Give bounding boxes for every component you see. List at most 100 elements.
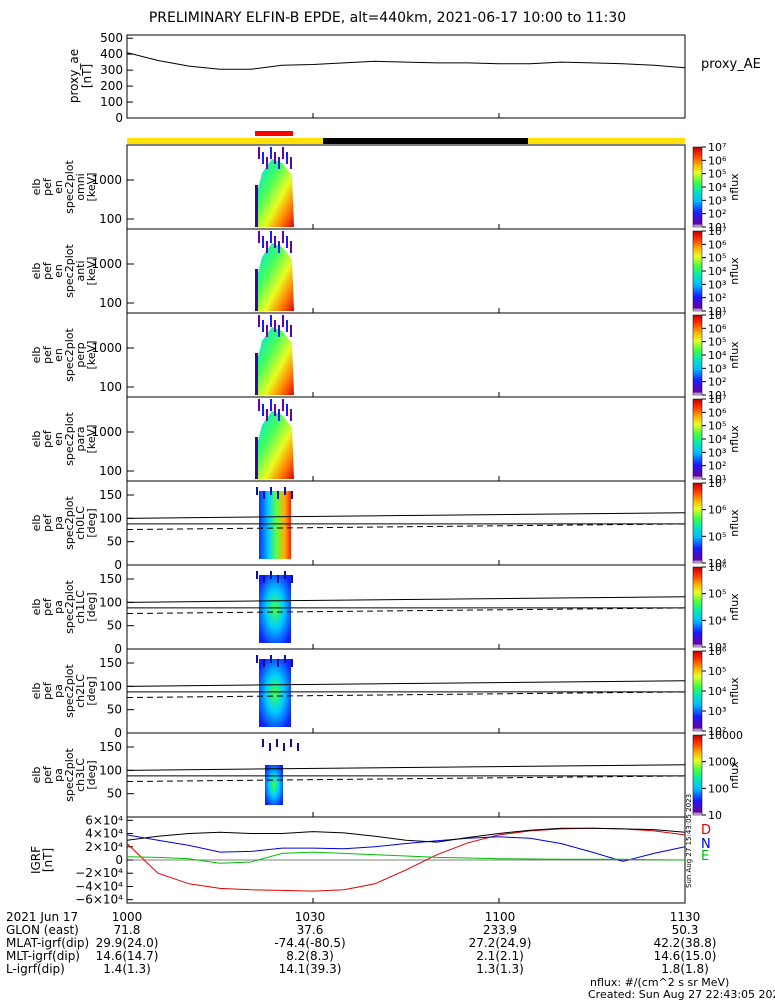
sparse-flux-pixel (291, 491, 293, 499)
antiloss-cone-line (126, 775, 686, 783)
sparse-flux-pixel (277, 659, 279, 667)
pa-ylabel: pef (41, 513, 54, 532)
sparse-flux-pixel (278, 157, 280, 169)
sparse-flux-pixel (258, 315, 260, 327)
pa-ylabel: [deg] (85, 508, 98, 537)
pa-ytick-label: 100 (99, 595, 122, 609)
colorbar-label: 10² (708, 208, 726, 221)
igrf-timestamp: Sun Aug 27 15:43:05 2023 (685, 793, 693, 888)
colorbar-label: 10² (708, 460, 726, 473)
ephemeris-value: 8.2(8.3) (286, 949, 334, 963)
igrf-series-E (126, 851, 686, 864)
pitch-angle-data (256, 571, 293, 643)
pa-ytick-label: 0 (114, 642, 122, 656)
sparse-flux-pixel (297, 743, 299, 751)
colorbar-label: 10⁷ (708, 477, 726, 490)
energy-ylabel: spec2plot (63, 412, 76, 466)
colorbar-label: 10⁵ (708, 588, 726, 601)
pitch-angle-flux-block (265, 765, 283, 805)
colorbar-title: nflux (728, 677, 741, 705)
ephemeris-value: 50.3 (671, 923, 699, 937)
colorbar-title: nflux (728, 341, 741, 369)
colorbar (692, 146, 703, 228)
ephemeris-value: 1000 (111, 910, 143, 924)
colorbar-label: 10¹ (708, 221, 726, 234)
ephemeris-value: 14.6(14.7) (95, 949, 159, 963)
sparse-flux-pixel (274, 320, 276, 332)
colorbar-label: 10⁴ (708, 265, 727, 278)
sparse-flux-pixel (262, 152, 264, 164)
ae-ytick-label: 500 (100, 31, 123, 45)
pitch-angle-data (256, 487, 293, 559)
sparse-flux-pixel (262, 320, 264, 332)
colorbar-label: 10⁶ (708, 406, 727, 419)
pitch-angle-frame (126, 648, 686, 734)
colorbar-label: 10⁷ (708, 393, 726, 406)
ephemeris-value: 14.1(39.3) (278, 962, 342, 976)
sparse-flux-pixel (256, 571, 258, 579)
colorbar-label: 10² (708, 292, 726, 305)
colorbar (692, 230, 703, 312)
ephemeris-value: 1030 (294, 910, 326, 924)
sparse-flux-pixel (284, 487, 286, 495)
sparse-flux-pixel (291, 659, 293, 667)
energy-ylabel: pef (41, 261, 54, 280)
sparse-flux-pixel (266, 157, 268, 169)
colorbar-label: 10⁵ (708, 252, 726, 265)
science-zone-bar (255, 131, 293, 136)
pa-ytick-label: 100 (99, 679, 122, 693)
ae-ylabel: proxy_ae (67, 49, 81, 103)
energy-spectrogram-frame (126, 144, 686, 230)
energy-ylabel: en (52, 180, 65, 194)
pa-ylabel: spec2plot (63, 496, 76, 550)
energy-ytick-label: 100 (99, 212, 122, 226)
colorbar-label: 10³ (708, 705, 726, 718)
ae-ytick-label: 0 (115, 111, 123, 125)
antiloss-cone-line (126, 607, 686, 615)
antiloss-cone-line (126, 523, 686, 531)
ephemeris-value: 2.1(2.1) (476, 949, 524, 963)
sparse-flux-pixel (270, 487, 272, 495)
ephemeris-value: 71.8 (113, 923, 141, 937)
pa-ylabel: elb (30, 683, 43, 700)
pa-ylabel: spec2plot (63, 664, 76, 718)
energy-spectrogram-data (255, 231, 294, 311)
ephemeris-value: 37.6 (296, 923, 324, 937)
loss-cone-line (126, 680, 686, 687)
colorbar (692, 734, 703, 816)
ephemeris-row-label: MLT-igrf(dip) (6, 949, 80, 963)
igrf-ytick-label: 0 (115, 853, 123, 867)
energy-ylabel: spec2plot (63, 244, 76, 298)
pa-ytick-label: 100 (99, 763, 122, 777)
igrf-series-N (126, 834, 686, 862)
igrf-ytick-label: 6×10⁴ (85, 813, 123, 827)
pa-ylabel: elb (30, 515, 43, 532)
ephemeris-value: 1130 (669, 910, 701, 924)
loss-cone-line (126, 596, 686, 603)
ephemeris-value: 1.8(1.8) (661, 962, 709, 976)
energy-ylabel: perp (74, 342, 87, 367)
colorbar-label: 10⁵ (708, 665, 726, 678)
igrf-ylabel: [nT] (41, 848, 55, 872)
ephemeris-value: 1100 (484, 910, 516, 924)
pa-ylabel: elb (30, 599, 43, 616)
pa-ylabel: [deg] (85, 676, 98, 705)
pa-ylabel: ch2LC (74, 674, 87, 708)
pa-ylabel: pef (41, 597, 54, 616)
pitch-angle-data (256, 655, 293, 727)
pa-ylabel: pa (52, 600, 65, 614)
energy-ylabel: pef (41, 345, 54, 364)
pa-ytick-label: 0 (114, 726, 122, 740)
pa-ylabel: spec2plot (63, 580, 76, 634)
energy-ytick-label: 1000 (91, 425, 122, 439)
ephemeris-value: 233.9 (482, 923, 518, 937)
igrf-ytick-label: 4×10⁴ (85, 827, 123, 841)
ephemeris-value: 29.9(24.0) (95, 936, 159, 950)
colorbar-label: 10 (708, 809, 722, 822)
pa-ylabel: ch0LC (74, 506, 87, 540)
energy-ylabel: elb (30, 347, 43, 364)
colorbar-label: 10000 (708, 729, 743, 742)
energy-spectrum-blob (257, 159, 294, 227)
energy-spectrum-blob (257, 327, 294, 395)
